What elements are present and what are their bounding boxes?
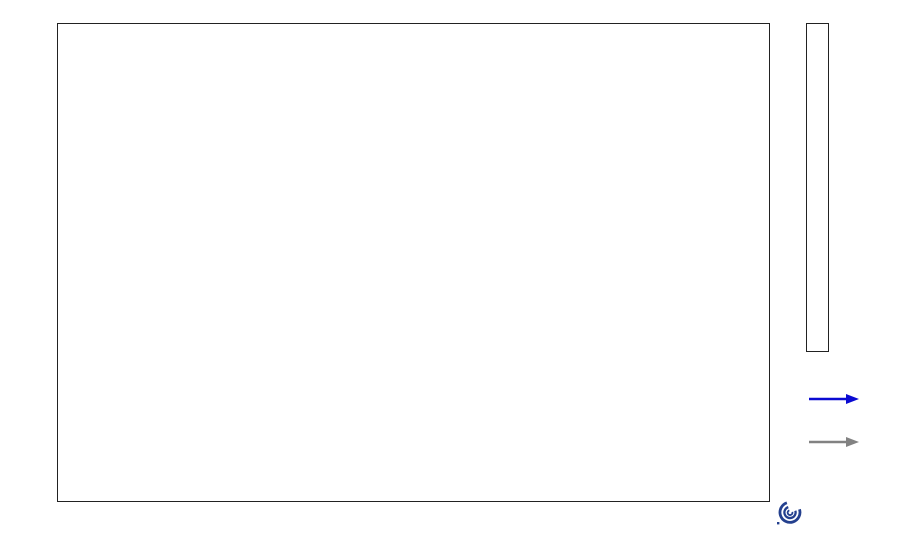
aemet-swirl-icon <box>777 501 802 525</box>
colorbar-title <box>776 23 793 352</box>
swell-arrow-icon <box>809 437 859 447</box>
map-canvas <box>57 23 770 502</box>
wind-sea-arrow-icon <box>809 394 859 404</box>
aemet-logo <box>776 499 806 526</box>
colorbar <box>806 23 829 352</box>
